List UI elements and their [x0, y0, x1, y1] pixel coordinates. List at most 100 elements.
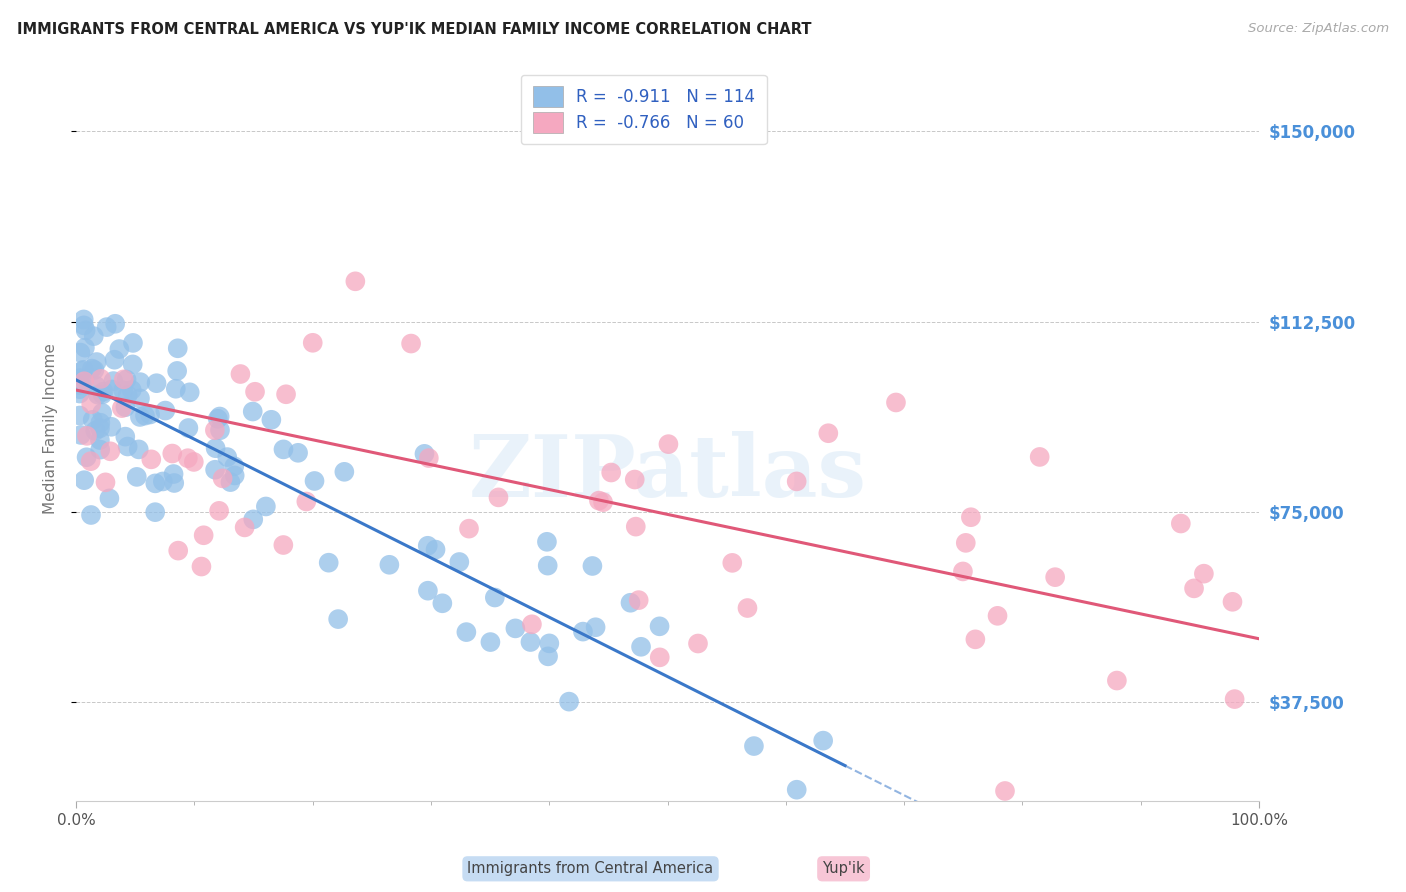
- Point: [1028, 450, 1050, 464]
- Point: [537, 649, 560, 664]
- Text: Yup'ik: Yup'ik: [823, 862, 865, 876]
- Point: [86, 355, 108, 369]
- Point: [152, 475, 174, 489]
- Point: [585, 620, 607, 634]
- Text: Source: ZipAtlas.com: Source: ZipAtlas.com: [1249, 22, 1389, 36]
- Point: [786, 475, 808, 489]
- Point: [117, 388, 139, 402]
- Point: [69, 409, 91, 423]
- Point: [536, 534, 558, 549]
- Point: [488, 491, 510, 505]
- Point: [318, 556, 340, 570]
- Point: [82, 413, 104, 427]
- Point: [121, 358, 143, 372]
- Point: [112, 372, 135, 386]
- Point: [648, 619, 671, 633]
- Point: [432, 596, 454, 610]
- Point: [287, 446, 309, 460]
- Point: [1222, 595, 1244, 609]
- Point: [69, 377, 91, 392]
- Point: [333, 465, 356, 479]
- Point: [112, 384, 135, 398]
- Y-axis label: Median Family Income: Median Family Income: [44, 343, 58, 514]
- Point: [456, 625, 478, 640]
- Point: [600, 466, 623, 480]
- Point: [177, 421, 200, 435]
- Point: [737, 601, 759, 615]
- Point: [69, 386, 91, 401]
- Point: [129, 409, 152, 424]
- Point: [73, 318, 96, 333]
- Point: [273, 538, 295, 552]
- Point: [254, 500, 277, 514]
- Point: [588, 493, 610, 508]
- Point: [100, 419, 122, 434]
- Point: [129, 375, 152, 389]
- Point: [143, 476, 166, 491]
- Point: [884, 395, 907, 409]
- Point: [190, 559, 212, 574]
- Point: [229, 367, 252, 381]
- Point: [416, 583, 439, 598]
- Point: [301, 335, 323, 350]
- Point: [73, 312, 96, 326]
- Point: [103, 352, 125, 367]
- Point: [125, 470, 148, 484]
- Point: [211, 471, 233, 485]
- Point: [114, 400, 136, 414]
- Point: [484, 591, 506, 605]
- Point: [624, 519, 647, 533]
- Point: [458, 522, 481, 536]
- Point: [122, 335, 145, 350]
- Point: [70, 428, 93, 442]
- Point: [163, 475, 186, 490]
- Point: [378, 558, 401, 572]
- Text: Immigrants from Central America: Immigrants from Central America: [467, 862, 714, 876]
- Point: [80, 454, 103, 468]
- Point: [103, 374, 125, 388]
- Point: [98, 444, 121, 458]
- Point: [657, 437, 679, 451]
- Point: [538, 636, 561, 650]
- Point: [134, 409, 156, 423]
- Point: [193, 528, 215, 542]
- Point: [274, 387, 297, 401]
- Point: [121, 383, 143, 397]
- Point: [87, 387, 110, 401]
- Point: [1223, 692, 1246, 706]
- Point: [83, 363, 105, 377]
- Point: [242, 404, 264, 418]
- Point: [69, 382, 91, 396]
- Point: [98, 491, 121, 506]
- Point: [76, 450, 98, 465]
- Point: [183, 455, 205, 469]
- Point: [179, 385, 201, 400]
- Point: [243, 384, 266, 399]
- Point: [204, 463, 226, 477]
- Point: [742, 739, 765, 753]
- Point: [425, 542, 447, 557]
- Point: [166, 364, 188, 378]
- Point: [89, 442, 111, 457]
- Point: [416, 539, 439, 553]
- Point: [94, 475, 117, 490]
- Point: [208, 423, 231, 437]
- Point: [89, 433, 111, 447]
- Point: [960, 510, 983, 524]
- Point: [96, 320, 118, 334]
- Point: [627, 593, 650, 607]
- Point: [115, 373, 138, 387]
- Point: [208, 504, 231, 518]
- Point: [104, 317, 127, 331]
- Text: ZIPatlas: ZIPatlas: [468, 431, 866, 515]
- Point: [117, 440, 139, 454]
- Point: [76, 429, 98, 443]
- Point: [166, 341, 188, 355]
- Point: [207, 412, 229, 426]
- Point: [519, 635, 541, 649]
- Text: IMMIGRANTS FROM CENTRAL AMERICA VS YUP'IK MEDIAN FAMILY INCOME CORRELATION CHART: IMMIGRANTS FROM CENTRAL AMERICA VS YUP'I…: [17, 22, 811, 37]
- Point: [328, 612, 350, 626]
- Point: [413, 447, 436, 461]
- Point: [952, 565, 974, 579]
- Point: [162, 446, 184, 460]
